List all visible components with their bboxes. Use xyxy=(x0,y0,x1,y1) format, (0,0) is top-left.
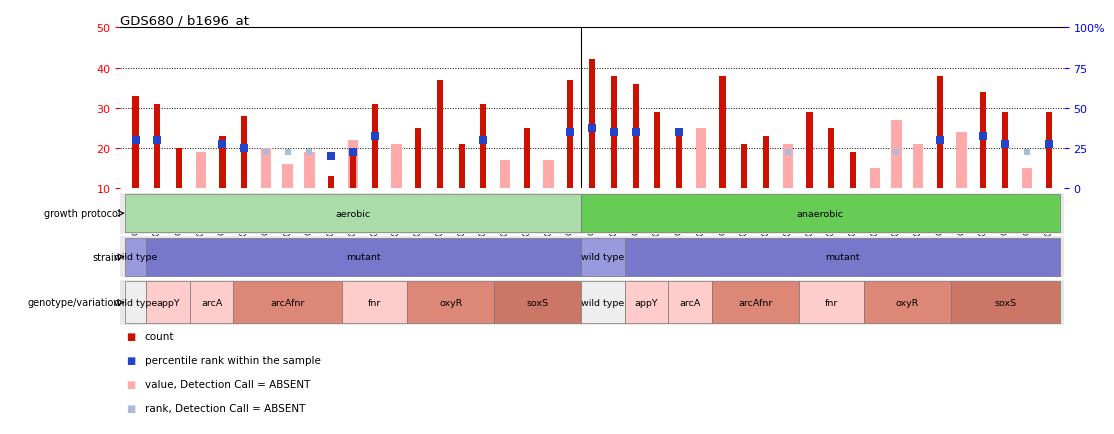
Bar xyxy=(782,145,793,189)
Bar xyxy=(589,60,595,189)
Bar xyxy=(633,84,638,189)
Bar xyxy=(348,141,359,189)
Text: ■: ■ xyxy=(126,379,135,389)
Text: soxS: soxS xyxy=(994,298,1016,307)
Text: count: count xyxy=(145,332,174,341)
Text: arcA: arcA xyxy=(201,298,223,307)
Bar xyxy=(980,92,987,189)
Bar xyxy=(1046,112,1052,189)
FancyBboxPatch shape xyxy=(125,195,582,233)
Bar xyxy=(891,121,901,189)
Bar xyxy=(416,128,421,189)
FancyBboxPatch shape xyxy=(495,282,582,324)
Text: growth protocol: growth protocol xyxy=(43,209,120,219)
Text: mutant: mutant xyxy=(824,253,859,262)
Text: wild type: wild type xyxy=(582,298,625,307)
Bar xyxy=(154,105,160,189)
FancyBboxPatch shape xyxy=(625,282,668,324)
Bar xyxy=(524,128,530,189)
Bar xyxy=(437,80,443,189)
Text: ■: ■ xyxy=(126,403,135,413)
Bar xyxy=(196,153,206,189)
Bar xyxy=(937,76,942,189)
Bar xyxy=(459,145,465,189)
Bar xyxy=(544,161,554,189)
FancyBboxPatch shape xyxy=(863,282,951,324)
Text: oxyR: oxyR xyxy=(439,298,462,307)
FancyBboxPatch shape xyxy=(342,282,408,324)
Bar xyxy=(1003,112,1008,189)
Bar xyxy=(610,76,617,189)
Text: arcA: arcA xyxy=(680,298,701,307)
Bar xyxy=(304,153,314,189)
FancyBboxPatch shape xyxy=(146,282,189,324)
Text: genotype/variation: genotype/variation xyxy=(28,298,120,308)
FancyBboxPatch shape xyxy=(668,282,712,324)
Bar xyxy=(391,145,402,189)
Bar xyxy=(176,148,182,189)
Bar xyxy=(1022,169,1033,189)
Bar xyxy=(372,105,378,189)
FancyBboxPatch shape xyxy=(146,238,582,276)
Text: soxS: soxS xyxy=(527,298,549,307)
FancyBboxPatch shape xyxy=(582,282,625,324)
FancyBboxPatch shape xyxy=(951,282,1059,324)
Bar xyxy=(261,148,271,189)
FancyBboxPatch shape xyxy=(408,282,495,324)
Text: rank, Detection Call = ABSENT: rank, Detection Call = ABSENT xyxy=(145,403,305,413)
Text: ■: ■ xyxy=(126,332,135,341)
Bar xyxy=(695,128,706,189)
Text: percentile rank within the sample: percentile rank within the sample xyxy=(145,355,321,365)
Bar xyxy=(850,153,856,189)
Text: anaerobic: anaerobic xyxy=(797,209,844,218)
Text: mutant: mutant xyxy=(346,253,381,262)
FancyBboxPatch shape xyxy=(125,282,146,324)
FancyBboxPatch shape xyxy=(799,282,863,324)
Bar xyxy=(350,153,356,189)
FancyBboxPatch shape xyxy=(233,282,342,324)
Bar xyxy=(500,161,510,189)
Text: appY: appY xyxy=(635,298,658,307)
Bar xyxy=(913,145,924,189)
Text: fnr: fnr xyxy=(368,298,381,307)
Bar xyxy=(654,112,661,189)
FancyBboxPatch shape xyxy=(582,238,625,276)
Bar xyxy=(283,164,293,189)
Bar xyxy=(480,105,487,189)
Bar xyxy=(957,133,967,189)
Bar xyxy=(720,76,725,189)
FancyBboxPatch shape xyxy=(582,195,1059,233)
Bar xyxy=(807,112,812,189)
Bar xyxy=(870,169,880,189)
Text: appY: appY xyxy=(156,298,180,307)
Text: arcAfnr: arcAfnr xyxy=(737,298,772,307)
FancyBboxPatch shape xyxy=(189,282,233,324)
Bar xyxy=(219,137,225,189)
FancyBboxPatch shape xyxy=(125,238,146,276)
Text: wild type: wild type xyxy=(114,298,157,307)
FancyBboxPatch shape xyxy=(712,282,799,324)
Bar xyxy=(676,133,682,189)
Text: oxyR: oxyR xyxy=(896,298,919,307)
Bar xyxy=(828,128,834,189)
Text: fnr: fnr xyxy=(824,298,838,307)
Bar xyxy=(329,177,334,189)
Text: ■: ■ xyxy=(126,355,135,365)
Text: arcAfnr: arcAfnr xyxy=(271,298,305,307)
Text: wild type: wild type xyxy=(114,253,157,262)
Bar xyxy=(242,116,247,189)
Text: wild type: wild type xyxy=(582,253,625,262)
Text: aerobic: aerobic xyxy=(335,209,371,218)
Bar xyxy=(133,96,138,189)
Bar xyxy=(741,145,747,189)
Bar xyxy=(567,80,574,189)
FancyBboxPatch shape xyxy=(625,238,1059,276)
Bar xyxy=(763,137,769,189)
Text: GDS680 / b1696_at: GDS680 / b1696_at xyxy=(120,14,250,27)
Text: strain: strain xyxy=(92,252,120,262)
Text: value, Detection Call = ABSENT: value, Detection Call = ABSENT xyxy=(145,379,310,389)
